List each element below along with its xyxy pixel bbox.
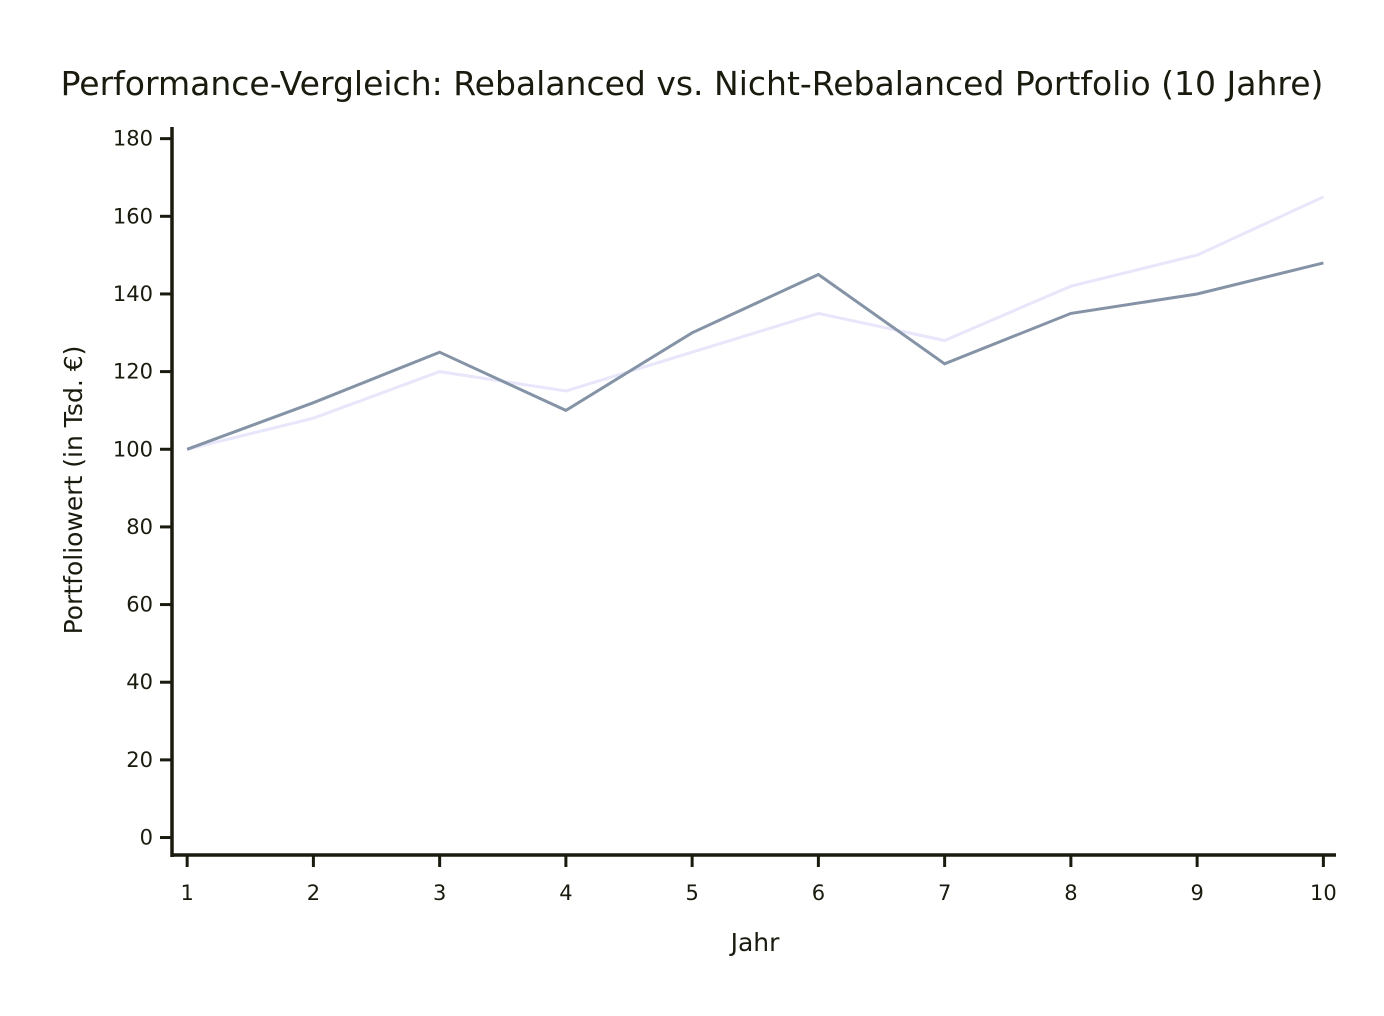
chart-title: Performance-Vergleich: Rebalanced vs. Ni… (61, 64, 1324, 103)
y-tick-label: 120 (113, 360, 153, 384)
y-axis-ticks: 0 20 40 60 80 100 120 140 160 180 (113, 127, 172, 850)
y-tick-label: 180 (113, 127, 153, 151)
y-tick-label: 60 (126, 593, 153, 617)
x-tick-label: 8 (1064, 881, 1077, 905)
y-tick-label: 160 (113, 204, 153, 228)
x-tick-label: 2 (307, 881, 320, 905)
y-tick-label: 40 (126, 670, 153, 694)
x-axis-ticks: 1 2 3 4 5 6 7 8 9 10 (180, 855, 1337, 905)
x-axis-label: Jahr (729, 928, 781, 957)
y-tick-label: 20 (126, 748, 153, 772)
plot-area (186, 195, 1325, 451)
y-tick-label: 80 (126, 515, 153, 539)
x-tick-label: 4 (559, 881, 572, 905)
series-line-2 (186, 261, 1324, 451)
series-line-1 (186, 195, 1325, 451)
x-tick-label: 3 (433, 881, 446, 905)
x-tick-label: 5 (685, 881, 698, 905)
x-tick-label: 6 (812, 881, 825, 905)
y-tick-label: 100 (113, 437, 153, 461)
x-tick-label: 1 (180, 881, 193, 905)
x-tick-label: 9 (1190, 881, 1203, 905)
y-tick-label: 0 (140, 826, 153, 850)
x-tick-label: 10 (1310, 881, 1337, 905)
x-tick-label: 7 (938, 881, 951, 905)
y-tick-label: 140 (113, 282, 153, 306)
y-axis-label: Portfoliowert (in Tsd. €) (59, 346, 88, 635)
